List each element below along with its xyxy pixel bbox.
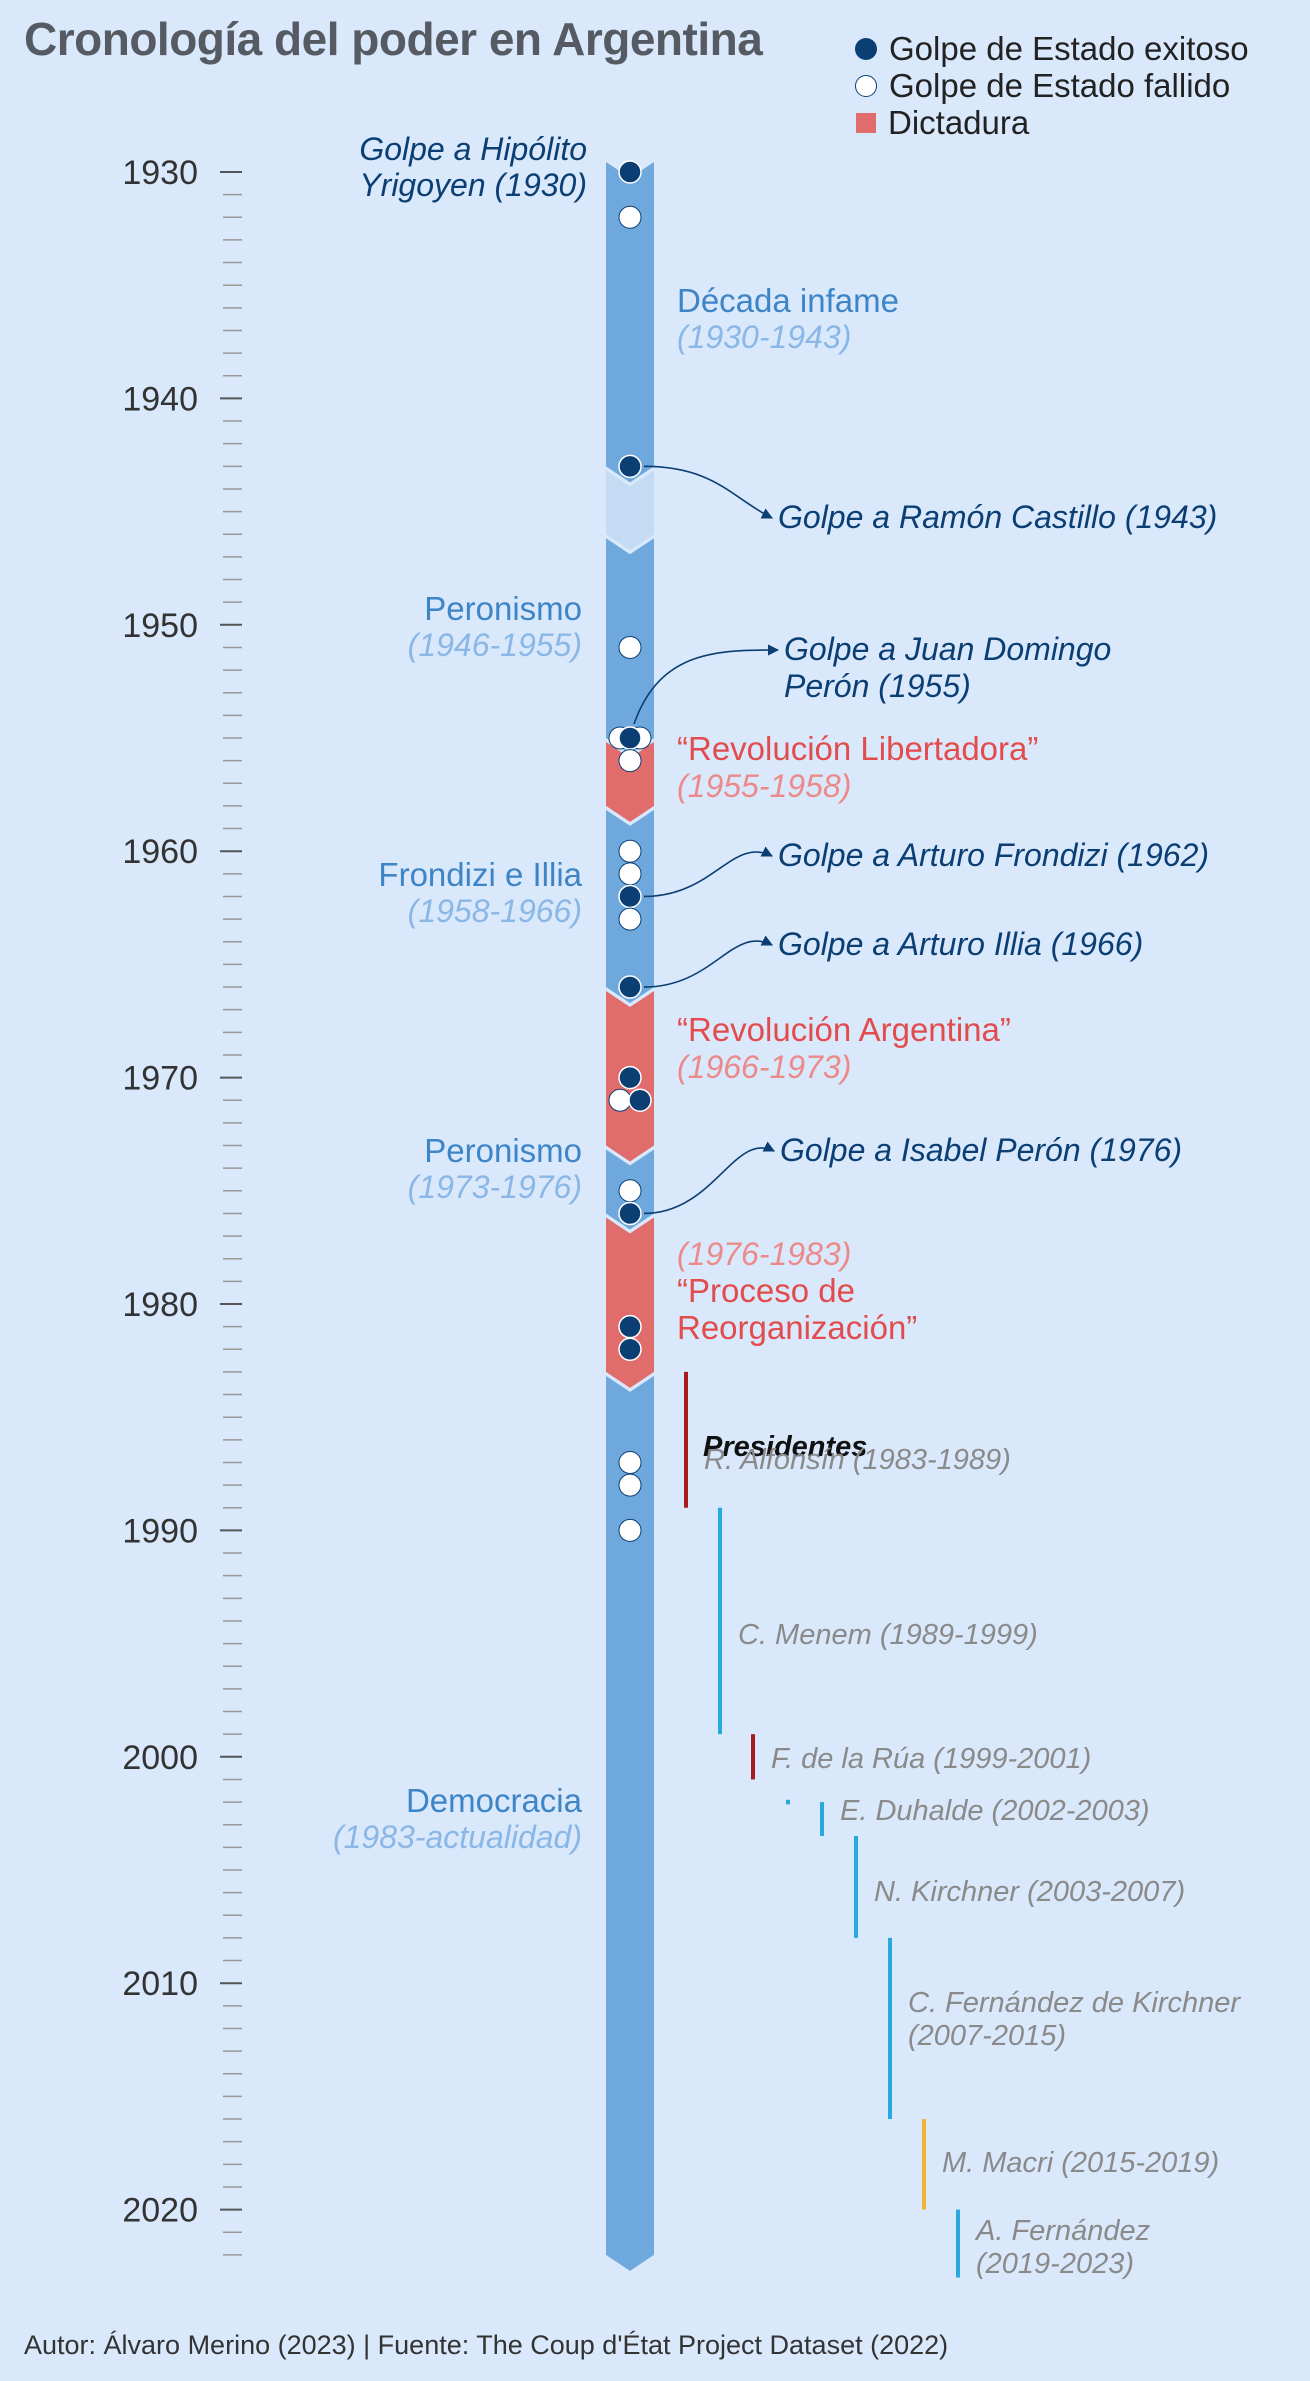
coup-failed-dot xyxy=(618,839,642,863)
coup-failed-dot xyxy=(618,205,642,229)
bar-segment-dictatorship xyxy=(606,1217,654,1388)
period-name: Década infame xyxy=(677,282,899,319)
footer-credits: Autor: Álvaro Merino (2023) | Fuente: Th… xyxy=(24,2330,949,2360)
period-range: (1983-actualidad) xyxy=(333,1819,582,1855)
coup-failed-dot xyxy=(618,862,642,886)
legend-item-dictatorship: Dictadura xyxy=(855,104,1249,141)
coup-failed-dot xyxy=(618,635,642,659)
coup-successful-dot xyxy=(618,884,642,909)
coup-annotation: Golpe a Ramón Castillo (1943) xyxy=(778,499,1217,535)
axis-tick-label: 2000 xyxy=(122,1739,198,1777)
axis-tick-label: 1970 xyxy=(122,1060,198,1098)
axis-tick-label: 2020 xyxy=(122,2192,198,2230)
period-range: (1955-1958) xyxy=(677,768,851,804)
period-range: (1930-1943) xyxy=(677,319,851,355)
period-name: “Proceso de Reorganización” xyxy=(677,1272,917,1346)
period-name: Peronismo xyxy=(424,1132,582,1169)
coup-annotation: Yrigoyen (1930) xyxy=(359,167,587,203)
period-name: Democracia xyxy=(406,1782,583,1819)
coup-failed-dot xyxy=(618,1450,642,1474)
axis-tick-label: 1960 xyxy=(122,833,198,871)
bar-segment-democracy xyxy=(606,1375,654,2271)
axis-tick-label: 2010 xyxy=(122,1965,198,2003)
president-label: C. Fernández de Kirchner xyxy=(908,1987,1241,2019)
coup-successful-dot xyxy=(618,1314,642,1339)
bar-segment-gap xyxy=(606,470,654,551)
coup-successful-dot xyxy=(628,1088,652,1112)
period-name: Frondizi e Illia xyxy=(378,856,582,893)
president-label: (2007-2015) xyxy=(908,2020,1066,2052)
legend-label-failed: Golpe de Estado fallido xyxy=(889,66,1231,104)
president-label: M. Macri (2015-2019) xyxy=(942,2147,1219,2179)
president-label: N. Kirchner (2003-2007) xyxy=(874,1876,1185,1908)
coup-successful-dot xyxy=(618,160,642,184)
coup-successful-dot xyxy=(618,1337,642,1362)
axis-tick-label: 1950 xyxy=(122,607,198,645)
coup-annotation: Golpe a Isabel Perón (1976) xyxy=(780,1132,1182,1168)
coup-failed-dot xyxy=(618,749,642,773)
coup-annotation-arrow xyxy=(633,644,780,725)
axis-tick-label: 1990 xyxy=(122,1512,198,1550)
president-label: F. de la Rúa (1999-2001) xyxy=(771,1743,1091,1775)
coup-failed-dot xyxy=(618,1179,642,1203)
chart-title: Cronología del poder en Argentina xyxy=(24,13,763,65)
president-label: (2019-2023) xyxy=(976,2248,1134,2280)
period-range: (1973-1976) xyxy=(408,1169,582,1205)
coup-annotation-arrow xyxy=(643,935,774,988)
period-range: (1958-1966) xyxy=(408,893,582,929)
coup-annotation: Golpe a Hipólito xyxy=(359,131,587,167)
legend-label-successful: Golpe de Estado exitoso xyxy=(889,29,1249,67)
period-name: “Revolución Libertadora” xyxy=(677,730,1038,767)
president-label: E. Duhalde (2002-2003) xyxy=(840,1795,1150,1827)
bar-segment-democracy xyxy=(606,162,654,483)
coup-successful-dot xyxy=(618,1065,642,1090)
axis-tick-label: 1940 xyxy=(122,380,198,418)
coup-failed-dot xyxy=(618,907,642,931)
coup-annotation-arrow xyxy=(643,465,774,519)
coup-failed-dot xyxy=(618,1518,642,1542)
coup-successful-dot xyxy=(618,726,642,750)
legend: Golpe de Estado exitoso Golpe de Estado … xyxy=(855,30,1249,141)
coup-annotation-arrow xyxy=(643,1141,776,1215)
period-range: (1976-1983) xyxy=(677,1236,851,1272)
coup-failed-dot xyxy=(608,1088,632,1112)
presidents-header: Presidentes xyxy=(703,1431,867,1463)
coup-failed-dot xyxy=(618,1473,642,1497)
axis-tick-label: 1980 xyxy=(122,1286,198,1324)
period-name: Peronismo xyxy=(424,590,582,627)
period-name: “Revolución Argentina” xyxy=(677,1011,1011,1048)
coup-successful-dot xyxy=(618,1201,642,1226)
coup-successful-dot xyxy=(618,454,642,479)
bar-segment-dictatorship xyxy=(606,742,654,822)
period-range: (1946-1955) xyxy=(408,627,582,663)
coup-annotation: Golpe a Arturo Frondizi (1962) xyxy=(778,837,1209,873)
legend-label-dictatorship: Dictadura xyxy=(888,103,1030,141)
legend-item-successful: Golpe de Estado exitoso xyxy=(855,30,1249,67)
coup-annotation-arrow xyxy=(643,846,774,898)
coup-annotation: Perón (1955) xyxy=(784,668,971,704)
dictatorship-marker-icon xyxy=(856,112,876,133)
president-label: A. Fernández xyxy=(974,2215,1151,2247)
legend-item-failed: Golpe de Estado fallido xyxy=(855,67,1249,104)
successful-coup-marker-icon xyxy=(855,37,877,60)
axis-tick-label: 1930 xyxy=(122,154,198,192)
coup-annotation: Golpe a Juan Domingo xyxy=(784,631,1111,667)
coup-successful-dot xyxy=(618,975,642,999)
failed-coup-marker-icon xyxy=(855,74,877,97)
coup-annotation: Golpe a Arturo Illia (1966) xyxy=(778,926,1143,962)
president-label: C. Menem (1989-1999) xyxy=(738,1619,1038,1651)
period-range: (1966-1973) xyxy=(677,1049,851,1085)
president-label: R. Alfonsín (1983-1989) xyxy=(704,1444,1011,1476)
